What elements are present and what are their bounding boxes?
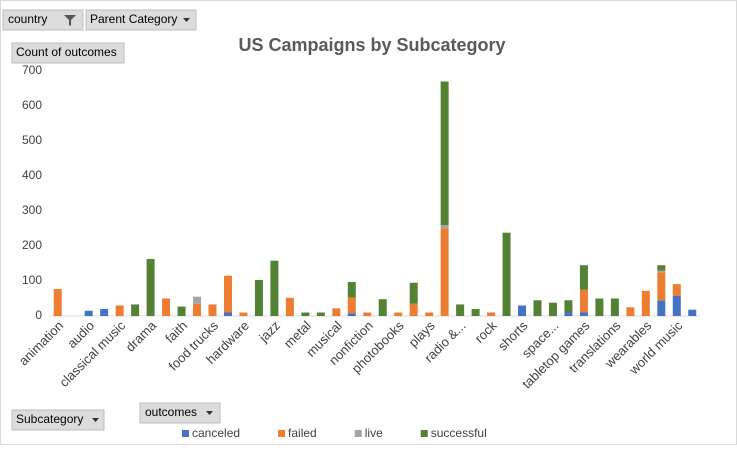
bar-segment	[688, 309, 697, 316]
legend-swatch	[278, 430, 286, 437]
bar-segment	[579, 289, 588, 313]
values-button[interactable]	[11, 42, 125, 64]
bar-segment	[301, 312, 310, 316]
bar-segment	[487, 312, 496, 316]
bar-segment	[347, 297, 356, 314]
bar-segment	[131, 304, 140, 316]
bar-segment	[595, 298, 604, 316]
bar-segment	[657, 300, 666, 316]
legend-label: failed	[288, 426, 317, 440]
bar-segment	[146, 258, 155, 316]
bar-segment	[564, 300, 573, 313]
bar-segment	[672, 284, 681, 296]
bar-segment	[440, 225, 449, 229]
bar-segment	[657, 265, 666, 271]
axis-field: Subcategory	[16, 412, 83, 426]
column-button[interactable]	[85, 9, 197, 31]
bar-segment	[657, 272, 666, 301]
bar-segment	[254, 279, 263, 316]
bar-segment	[409, 303, 418, 316]
y-tick-label: 500	[22, 133, 42, 147]
bar-segment	[162, 298, 171, 316]
bar-segment	[502, 232, 511, 316]
legend-field: outcomes	[145, 405, 197, 419]
bar-segment	[84, 310, 93, 316]
bar-segment	[394, 312, 403, 316]
y-tick-label: 400	[22, 168, 42, 182]
bar-segment	[316, 312, 325, 316]
y-tick-label: 200	[22, 238, 42, 252]
dropdown-icon	[92, 418, 99, 422]
dropdown-icon	[183, 18, 190, 22]
legend-swatch	[420, 430, 428, 437]
bar-segment	[641, 290, 650, 316]
bar-segment	[347, 313, 356, 316]
bar-segment	[657, 270, 666, 273]
bar-segment	[223, 275, 232, 313]
bar-segment	[672, 295, 681, 316]
bar-segment	[115, 305, 124, 316]
filter-icon	[64, 15, 76, 26]
bar-segment	[456, 304, 465, 316]
dropdown-icon	[206, 411, 213, 415]
y-tick-label: 300	[22, 203, 42, 217]
bar-segment	[285, 297, 294, 316]
legend-button[interactable]	[139, 402, 221, 424]
bar-segment	[100, 309, 109, 316]
y-tick-label: 700	[22, 63, 42, 77]
axis-button[interactable]	[11, 409, 105, 431]
filter-button[interactable]	[2, 9, 84, 31]
legend-swatch	[182, 430, 189, 437]
legend-label: successful	[431, 426, 487, 440]
bar-segment	[518, 305, 527, 316]
bar-segment	[440, 228, 449, 316]
bar-segment	[579, 265, 588, 290]
bar-segment	[270, 260, 279, 316]
chart-title: US Campaigns by Subcategory	[238, 35, 505, 55]
bar-segment	[564, 312, 573, 316]
bar-segment	[626, 307, 635, 316]
bar-segment	[440, 81, 449, 225]
values-field: Count of outcomes	[16, 45, 117, 59]
bar-segment	[610, 298, 619, 316]
bar-segment	[471, 309, 480, 316]
bar-segment	[193, 303, 202, 316]
bar-segment	[579, 312, 588, 316]
column-field: Parent Category	[90, 12, 177, 26]
y-tick-label: 0	[35, 308, 42, 322]
legend-label: live	[365, 426, 383, 440]
bar-segment	[409, 282, 418, 304]
bar-segment	[533, 300, 542, 316]
bar-segment	[208, 304, 217, 316]
legend-swatch	[354, 430, 362, 437]
bar-segment	[193, 296, 202, 304]
bar-segment	[378, 299, 387, 316]
bar-segment	[347, 282, 356, 298]
filter-field: country	[8, 12, 47, 26]
bar-segment	[363, 312, 372, 316]
legend-label: canceled	[192, 426, 240, 440]
bar-segment	[223, 312, 232, 316]
bar-segment	[239, 312, 248, 316]
bar-segment	[53, 289, 62, 316]
bar-segment	[548, 302, 557, 316]
bar-segment	[425, 312, 434, 316]
bar-segment	[177, 306, 186, 316]
bar-segment	[332, 308, 341, 316]
y-tick-label: 100	[22, 273, 42, 287]
y-tick-label: 600	[22, 98, 42, 112]
